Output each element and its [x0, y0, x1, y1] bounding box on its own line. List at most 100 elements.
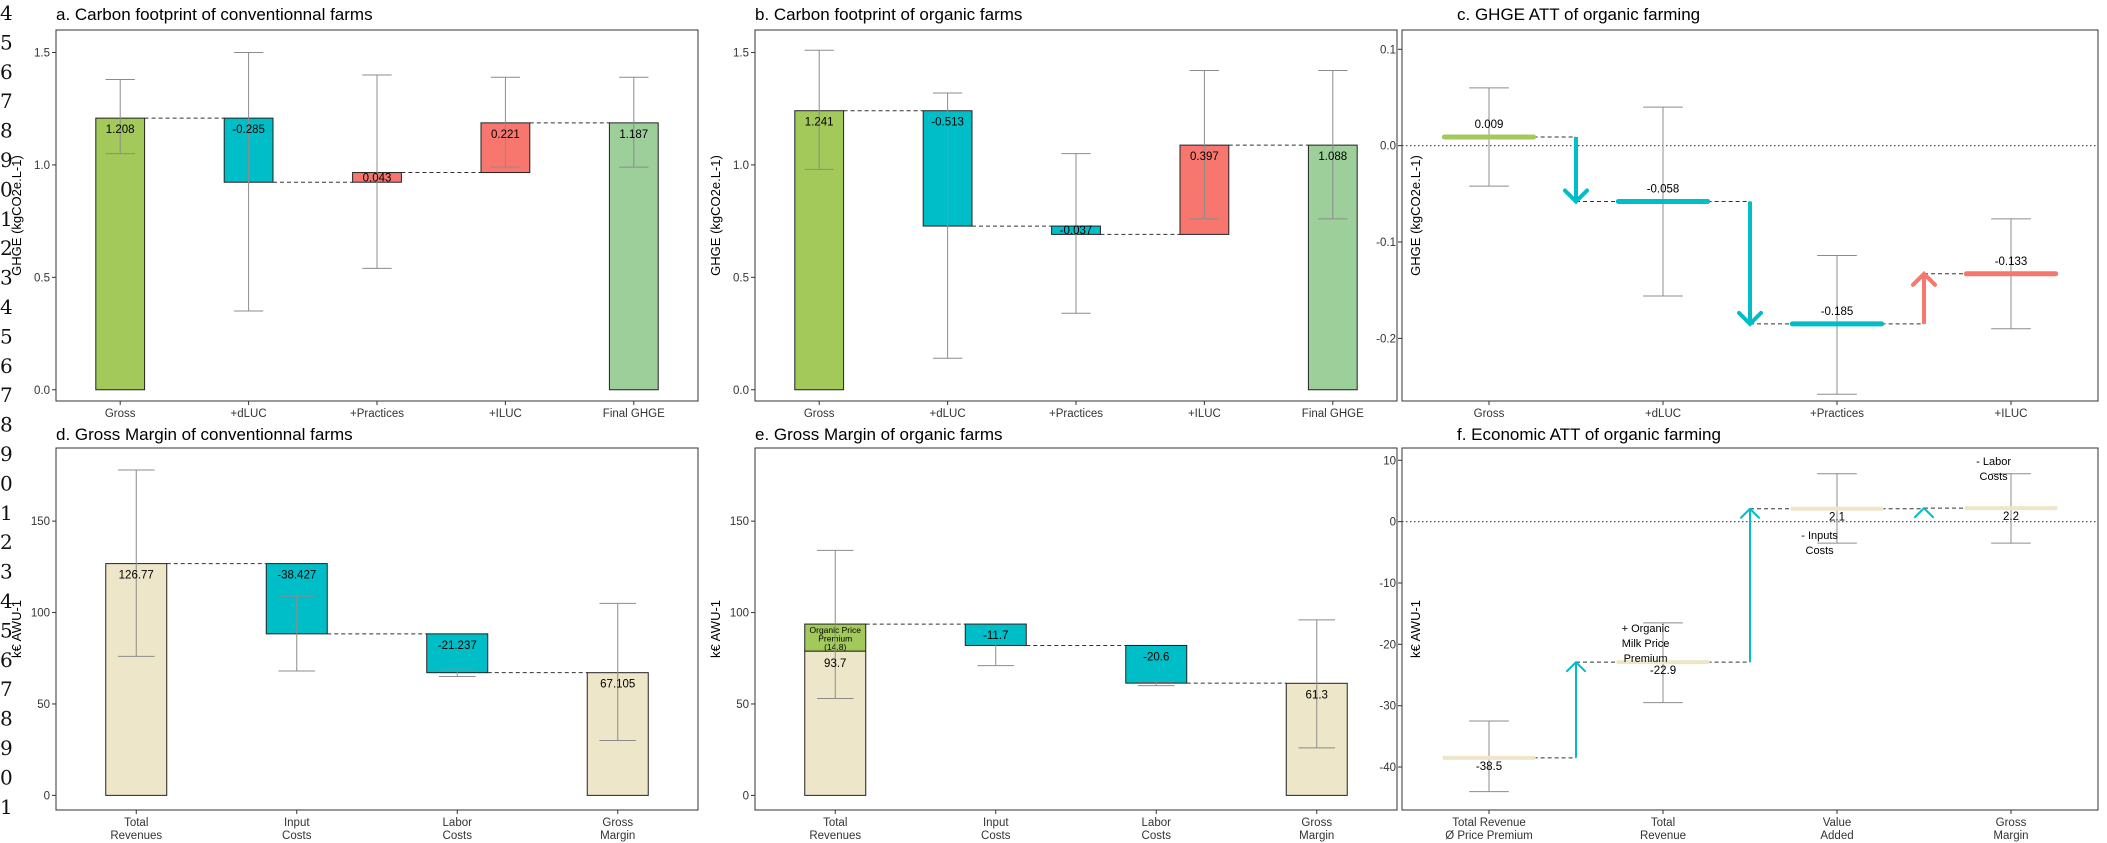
annotation: + Organic: [1622, 623, 1670, 635]
gutter-number: 4: [0, 1, 13, 25]
y-axis-label: GHGE (kgCO2e.L-1): [708, 155, 723, 276]
data-label: 0.009: [1475, 119, 1504, 131]
data-label: 0.397: [1190, 151, 1219, 163]
x-tick-label: +dLUC: [231, 408, 267, 420]
x-tick-label: +dLUC: [1645, 408, 1681, 420]
x-tick-label: Labor Costs: [1142, 817, 1172, 842]
data-label: -0.285: [232, 124, 265, 136]
y-tick-label: 150: [31, 516, 50, 528]
y-tick-label: 100: [31, 608, 50, 620]
x-tick-label: Gross Margin: [1299, 817, 1334, 842]
data-label: -38.5: [1476, 761, 1502, 773]
x-tick-label-line: Gross: [105, 408, 136, 420]
x-tick-label-line: Total Revenue: [1452, 817, 1526, 829]
x-tick-label: Gross: [105, 408, 136, 420]
plot-frame: [55, 447, 699, 811]
change-arrow-head: [1911, 270, 1937, 287]
y-tick-label: -20: [1379, 639, 1396, 651]
gutter-number: 3: [0, 560, 13, 584]
panel-f: f. Economic ATT of organic farming 10 0 -10…: [1379, 425, 2099, 842]
x-tick-label-line: Final GHGE: [1302, 408, 1364, 420]
data-label: -38.427: [277, 570, 316, 582]
x-tick-label-line: Margin: [1993, 830, 2028, 842]
gutter-number: 0: [0, 765, 13, 789]
y-tick-label: 0: [44, 790, 50, 802]
y-tick-label: 1.5: [34, 47, 50, 59]
x-tick-label: +ILUC: [1995, 408, 2028, 420]
x-tick-label-line: Gross: [804, 408, 835, 420]
change-arrow-head: [1563, 188, 1589, 205]
x-tick-label-line: +dLUC: [1645, 408, 1681, 420]
gutter-number: 5: [0, 30, 13, 54]
y-tick-label: 50: [736, 699, 749, 711]
panel-d: d. Gross Margin of conventionnal farms 0 5…: [9, 425, 699, 842]
gutter-number: 8: [0, 413, 13, 437]
x-tick-label-line: Input: [983, 817, 1009, 829]
x-tick-label-line: Labor: [443, 817, 473, 829]
y-tick-label: -0.1: [1376, 237, 1396, 249]
x-tick-label-line: Margin: [1299, 830, 1334, 842]
gutter-number: 4: [0, 589, 13, 613]
panel-b: b. Carbon footprint of organic farms 0.0 0…: [708, 5, 1398, 420]
data-label: -0.513: [931, 117, 964, 129]
y-tick-label: 0.0: [1380, 141, 1396, 153]
x-tick-label-line: Total: [124, 817, 148, 829]
x-tick-label-line: +Practices: [1810, 408, 1864, 420]
panel-title: b. Carbon footprint of organic farms: [755, 5, 1022, 24]
gutter-number: 2: [0, 530, 13, 554]
data-label: 2.1: [1829, 512, 1845, 524]
x-tick-label-line: Ø Price Premium: [1445, 830, 1533, 842]
data-label: 0.043: [363, 172, 392, 184]
gutter-number: 1: [0, 501, 13, 525]
x-tick-label: Input Costs: [981, 817, 1011, 842]
data-label: 93.7: [824, 658, 846, 670]
x-tick-label-line: Costs: [1142, 830, 1172, 842]
x-tick-label-line: Revenue: [1640, 830, 1686, 842]
x-tick-label: +Practices: [1810, 408, 1864, 420]
y-tick-label: 0.5: [34, 272, 50, 284]
gutter-number: 7: [0, 383, 13, 407]
gutter-number: 9: [0, 736, 13, 760]
x-tick-label-line: Final GHGE: [603, 408, 665, 420]
gutter-number: 2: [0, 236, 13, 260]
y-tick-label: 0.5: [733, 272, 749, 284]
data-label: -20.6: [1143, 651, 1169, 663]
annotation: Costs: [1980, 471, 2009, 483]
x-tick-label: Total Revenue: [1640, 817, 1686, 842]
y-tick-label: 0.0: [34, 385, 50, 397]
x-tick-label-line: Costs: [981, 830, 1011, 842]
x-tick-label-line: +ILUC: [489, 408, 522, 420]
panel-title: c. GHGE ATT of organic farming: [1457, 5, 1700, 24]
x-tick-label-line: +dLUC: [930, 408, 966, 420]
y-axis-label: GHGE (kgCO2e.L-1): [9, 155, 24, 276]
x-tick-label: +dLUC: [930, 408, 966, 420]
x-tick-label-line: +ILUC: [1995, 408, 2028, 420]
x-tick-label: +Practices: [350, 408, 404, 420]
gutter-number: 7: [0, 89, 13, 113]
x-tick-label: Total Revenues: [809, 817, 861, 842]
y-tick-label: 0.1: [1380, 44, 1396, 56]
panel-e: e. Gross Margin of organic farms05010015…: [708, 425, 1398, 842]
data-label: -22.9: [1650, 665, 1676, 677]
x-tick-label-line: Revenues: [110, 830, 162, 842]
x-tick-label-line: +Practices: [350, 408, 404, 420]
gutter-number: 1: [0, 207, 13, 231]
data-label: 1.088: [1318, 151, 1347, 163]
plot-frame: [754, 447, 1398, 811]
panel-title: f. Economic ATT of organic farming: [1457, 425, 1721, 444]
gutter-number: 9: [0, 442, 13, 466]
y-tick-label: 0: [1390, 517, 1396, 529]
y-axis-label: k€ AWU-1: [708, 600, 723, 658]
y-tick-label: 50: [37, 699, 50, 711]
x-tick-label: Total Revenue Ø Price Premium: [1445, 817, 1533, 842]
data-label: -0.185: [1821, 306, 1854, 318]
y-tick-label: 1.0: [733, 160, 749, 172]
panels: a. Carbon footprint of conventionnal far…: [9, 5, 2099, 842]
x-tick-label: +ILUC: [489, 408, 522, 420]
gutter-number: 6: [0, 648, 13, 672]
x-tick-label: Gross Margin: [600, 817, 635, 842]
gutter-number: 0: [0, 471, 13, 495]
y-axis-label: GHGE (kgCO2e.L-1): [1408, 155, 1423, 276]
annotation: Milk Price: [1622, 638, 1670, 650]
x-tick-label-line: Revenues: [809, 830, 861, 842]
